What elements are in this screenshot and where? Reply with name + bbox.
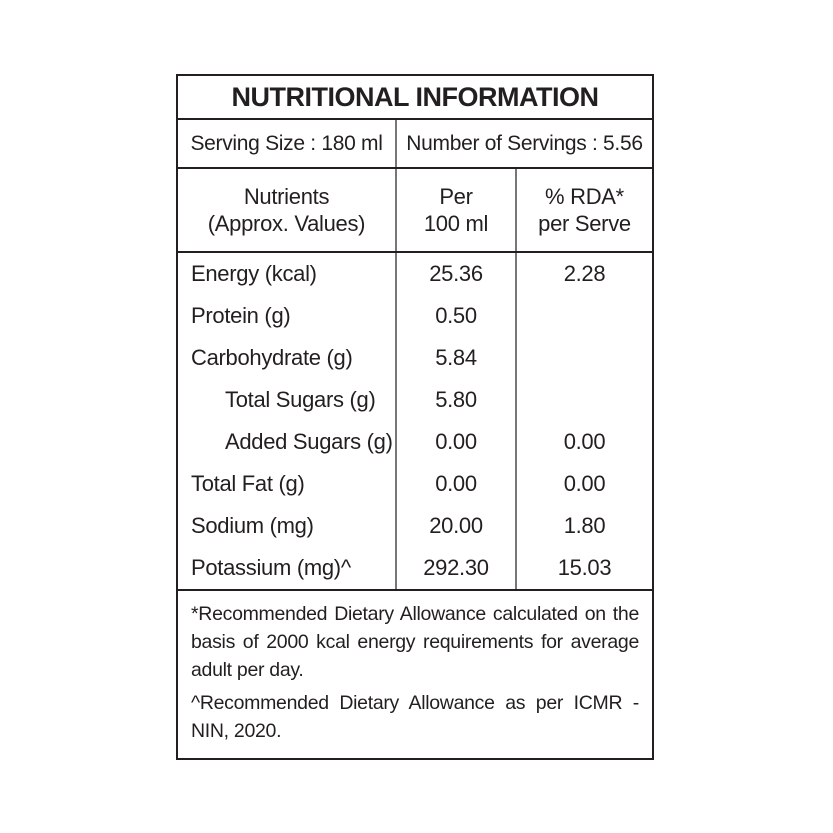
- column-header-rda-line2: per Serve: [538, 211, 631, 236]
- nutrient-rda: [515, 337, 652, 379]
- table-row-added-sugars: Added Sugars (g) 0.00 0.00: [178, 421, 652, 463]
- column-header-rda-line1: % RDA*: [545, 184, 624, 209]
- nutrient-per-100ml: 20.00: [395, 505, 515, 547]
- serving-size-value: Serving Size : 180 ml: [190, 131, 383, 155]
- nutrient-per-100ml: 292.30: [395, 547, 515, 589]
- nutrient-rda: 1.80: [515, 505, 652, 547]
- nutrient-name: Potassium (mg)^: [191, 555, 351, 580]
- nutrient-name: Added Sugars (g): [225, 429, 393, 454]
- nutrient-per-100ml: 0.50: [395, 295, 515, 337]
- nutrient-rda: [515, 379, 652, 421]
- number-of-servings-value: Number of Servings : 5.56: [395, 120, 652, 167]
- table-row-sodium: Sodium (mg) 20.00 1.80: [178, 505, 652, 547]
- column-header-rda: % RDA* per Serve: [515, 169, 652, 251]
- table-row-potassium: Potassium (mg)^ 292.30 15.03: [178, 547, 652, 589]
- footnotes-section: *Recommended Dietary Allowance calculate…: [178, 591, 652, 758]
- table-row-total-sugars: Total Sugars (g) 5.80: [178, 379, 652, 421]
- nutrient-rda: [515, 295, 652, 337]
- column-header-nutrients-line2: (Approx. Values): [207, 211, 366, 236]
- nutrient-rda: 0.00: [515, 463, 652, 505]
- nutrient-name: Carbohydrate (g): [191, 345, 353, 370]
- serving-info-row: Serving Size : 180 ml Number of Servings…: [178, 120, 652, 169]
- nutrient-per-100ml: 5.80: [395, 379, 515, 421]
- nutrient-name: Energy (kcal): [191, 261, 317, 286]
- nutrient-name: Protein (g): [191, 303, 291, 328]
- nutrient-name: Total Sugars (g): [225, 387, 376, 412]
- nutrient-rda: 15.03: [515, 547, 652, 589]
- nutrient-per-100ml: 5.84: [395, 337, 515, 379]
- column-header-row: Nutrients (Approx. Values) Per 100 ml % …: [178, 169, 652, 253]
- table-row-total-fat: Total Fat (g) 0.00 0.00: [178, 463, 652, 505]
- nutrient-rows: Energy (kcal) 25.36 2.28 Protein (g) 0.5…: [178, 253, 652, 591]
- column-header-per-line1: Per: [439, 184, 473, 209]
- footnote-icmr: ^Recommended Dietary Allowance as per IC…: [191, 692, 639, 742]
- nutrient-per-100ml: 0.00: [395, 421, 515, 463]
- nutrient-per-100ml: 0.00: [395, 463, 515, 505]
- footnote-rda: *Recommended Dietary Allowance calculate…: [191, 603, 639, 681]
- nutrient-name: Sodium (mg): [191, 513, 314, 538]
- nutrition-facts-table: NUTRITIONAL INFORMATION Serving Size : 1…: [176, 74, 654, 760]
- table-row-carbohydrate: Carbohydrate (g) 5.84: [178, 337, 652, 379]
- nutrient-name: Total Fat (g): [191, 471, 305, 496]
- column-header-per-line2: 100 ml: [423, 211, 489, 236]
- nutrient-rda: 0.00: [515, 421, 652, 463]
- nutrient-rda: 2.28: [515, 253, 652, 295]
- column-header-nutrients-line1: Nutrients: [243, 184, 330, 209]
- nutrient-per-100ml: 25.36: [395, 253, 515, 295]
- table-title: NUTRITIONAL INFORMATION: [178, 76, 652, 120]
- column-header-nutrients: Nutrients (Approx. Values): [178, 169, 395, 251]
- column-header-per-100ml: Per 100 ml: [395, 169, 515, 251]
- table-row-protein: Protein (g) 0.50: [178, 295, 652, 337]
- table-row-energy: Energy (kcal) 25.36 2.28: [178, 253, 652, 295]
